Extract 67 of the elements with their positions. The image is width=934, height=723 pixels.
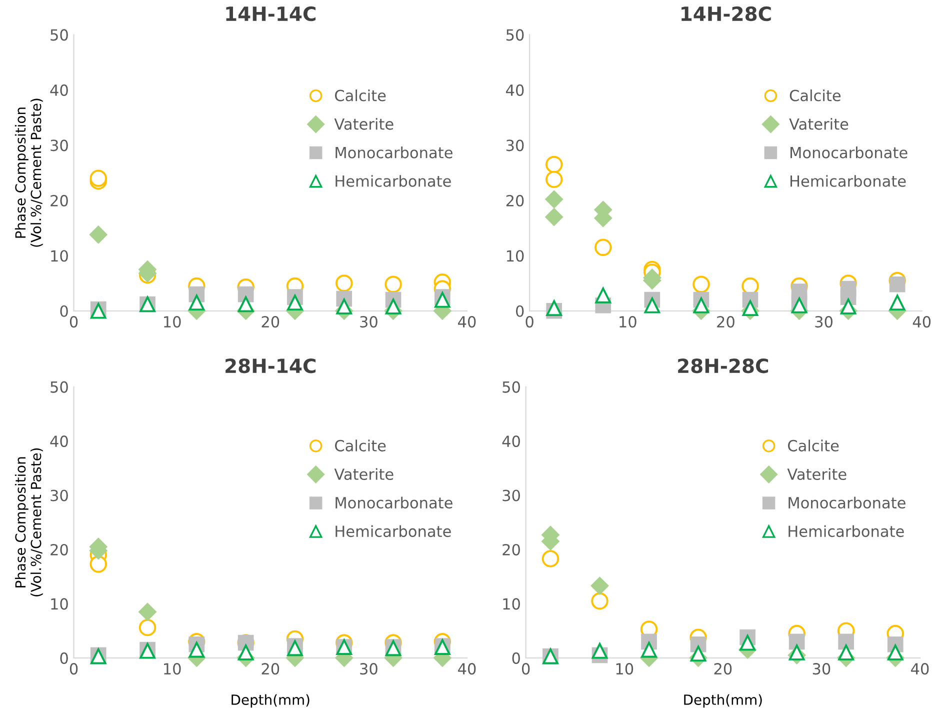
y-tick-label: 0 [516,305,524,317]
legend-label: Calcite [790,89,841,102]
x-tick-label: 0 [70,316,78,328]
y-tick-label: 50 [502,381,520,393]
x-tick-label: 0 [526,316,534,328]
y-tick-label: 0 [60,652,68,664]
legend-label: Hemicarbonate [788,525,904,538]
legend-label: Vaterite [787,468,846,480]
x-tick-label: 30 [360,316,378,328]
x-tick-label: 40 [458,663,476,675]
legend-label: Calcite [335,440,386,452]
x-tick-label: 30 [812,663,830,675]
x-tick-label: 40 [911,663,929,675]
x-tick-label: 10 [620,316,636,328]
y-tick-label: 20 [502,544,520,556]
y-tick-label: 10 [503,598,520,610]
y-axis-title: Phase Composition (Vol.%/Cement Paste) [14,448,43,596]
y-tick-label: 20 [506,194,524,206]
legend-label: Monocarbonate [336,146,452,158]
y-tick-label: 10 [506,250,524,262]
x-tick-label: 20 [714,663,732,675]
y-tick-label: 0 [60,305,68,317]
x-tick-label: 20 [717,316,734,328]
legend-label: Vaterite [334,468,394,480]
y-tick-label: 30 [50,490,68,502]
legend-label: Monocarbonate [336,496,452,509]
y-tick-label: 20 [50,544,68,556]
y-tick-label: 40 [506,84,524,96]
y-tick-label: 50 [50,29,68,41]
y-tick-label: 40 [50,435,68,448]
x-tick-label: 10 [616,663,634,675]
legend-label: Hemicarbonate [790,175,906,187]
x-tick-label: 40 [458,316,476,328]
y-tick-label: 50 [50,381,68,393]
legend-label: Hemicarbonate [336,175,451,187]
legend-label: Monocarbonate [788,496,906,509]
y-axis-title: Phase Composition (Vol.%/Cement Paste) [14,98,43,247]
x-tick-label: 30 [815,316,832,328]
chart-title: 14H-14C [226,6,316,22]
y-tick-label: 40 [502,435,520,448]
legend-label: Calcite [788,440,839,452]
legend-label: Hemicarbonate [336,525,451,538]
x-tick-label: 40 [912,316,931,328]
y-tick-label: 10 [51,598,68,610]
chart-title: 28H-14C [226,358,316,374]
x-tick-label: 0 [70,663,78,675]
x-tick-label: 20 [262,663,280,675]
chart-title: 14H-28C [682,6,771,22]
legend-label: Vaterite [789,118,848,130]
x-axis-title: Depth(mm) [232,694,310,708]
y-tick-label: 0 [512,652,520,664]
legend-label: Vaterite [334,118,394,130]
x-tick-label: 10 [164,663,181,675]
x-tick-label: 10 [164,316,181,328]
y-tick-label: 30 [50,140,68,152]
y-tick-label: 20 [50,194,68,206]
x-axis-title: Depth(mm) [684,694,762,708]
x-tick-label: 20 [262,316,280,328]
legend-label: Monocarbonate [790,146,908,158]
y-tick-label: 50 [506,29,524,41]
chart-title: 28H-28C [678,358,768,374]
y-tick-label: 30 [502,490,520,502]
x-tick-label: 30 [360,663,378,675]
y-tick-label: 40 [50,84,68,96]
y-tick-label: 30 [506,140,524,152]
y-tick-label: 10 [51,250,68,262]
legend-label: Calcite [335,89,386,102]
